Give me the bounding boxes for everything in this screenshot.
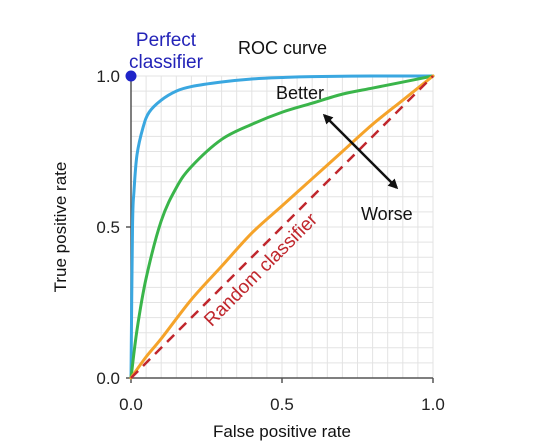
x-tick-label: 1.0	[421, 395, 445, 414]
y-tick-label: 0.5	[96, 218, 120, 237]
series-line-0	[129, 74, 435, 380]
y-tick-label: 1.0	[96, 67, 120, 86]
x-tick-label: 0.5	[270, 395, 294, 414]
worse-label: Worse	[361, 204, 413, 224]
better-worse-arrow	[322, 113, 399, 190]
x-tick-label: 0.0	[119, 395, 143, 414]
points	[125, 70, 137, 82]
chart-title: ROC curve	[238, 38, 327, 58]
plot-grid	[130, 75, 434, 379]
perfect-classifier-label-line1: Perfect	[136, 30, 197, 51]
series-line-3	[130, 75, 434, 379]
series-line-1	[129, 74, 435, 380]
x-axis-label: False positive rate	[213, 422, 351, 441]
y-axis-label: True positive rate	[51, 162, 70, 293]
perfect-classifier-point	[125, 70, 137, 82]
better-label: Better	[276, 83, 324, 103]
tick-labels: 0.0 0.5 1.0 0.0 0.5 1.0	[96, 67, 444, 414]
y-tick-label: 0.0	[96, 369, 120, 388]
perfect-classifier-label-line2: classifier	[129, 52, 204, 73]
